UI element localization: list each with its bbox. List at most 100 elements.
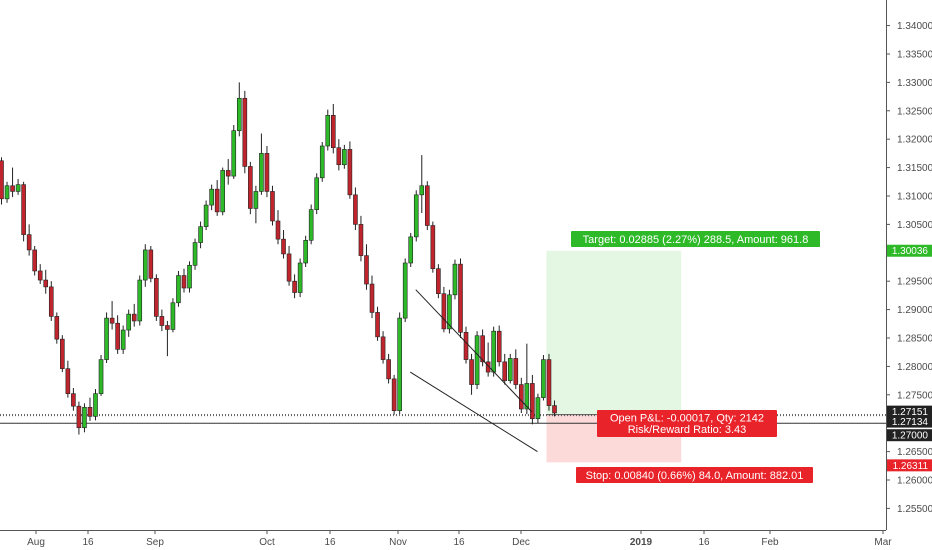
x-tick-label: 16 <box>453 537 465 548</box>
x-tick-label: Feb <box>761 537 779 548</box>
x-tick-label: Oct <box>259 537 275 548</box>
candle-body-down <box>348 149 352 194</box>
candle <box>149 246 153 282</box>
target-label: Target: 0.02885 (2.27%) 288.5, Amount: 9… <box>583 234 809 246</box>
y-tick-label: 1.32500 <box>897 106 932 117</box>
candle-body-down <box>470 360 474 385</box>
y-tick-label: 1.33500 <box>897 49 932 60</box>
y-tick-label: 1.31000 <box>897 191 932 202</box>
candle <box>154 274 158 321</box>
candle-body-down <box>337 148 341 165</box>
price-tag-label: 1.30036 <box>892 246 929 257</box>
candle-body-up <box>309 210 313 241</box>
candle <box>409 233 413 267</box>
candle <box>204 201 208 231</box>
candle-body-up <box>199 227 203 243</box>
candle-body-down <box>514 358 518 384</box>
candle <box>55 312 59 343</box>
candle-body-up <box>176 276 180 303</box>
candle-body-down <box>132 314 136 321</box>
candle-body-up <box>94 394 98 417</box>
candle-body-down <box>442 294 446 329</box>
candle-body-down <box>165 325 169 329</box>
y-tick-label: 1.33000 <box>897 78 932 89</box>
candle-body-up <box>237 98 241 130</box>
candle-body-down <box>387 360 391 379</box>
candle-body-down <box>243 98 247 166</box>
price-tag-label: 1.27000 <box>892 431 929 442</box>
candle <box>22 182 26 242</box>
candle <box>121 325 125 353</box>
candle-body-down <box>116 323 120 349</box>
y-tick-label: 1.26000 <box>897 476 932 487</box>
x-tick-label: Mar <box>874 537 892 548</box>
candle-body-down <box>55 316 59 339</box>
candle-body-down <box>44 280 48 287</box>
candle-body-down <box>265 153 269 191</box>
price-tag: 1.30036 <box>887 245 932 258</box>
candle-body-down <box>464 332 468 359</box>
candle-body-down <box>425 186 429 226</box>
y-tick-label: 1.29500 <box>897 277 932 288</box>
x-tick-label: Dec <box>512 537 530 548</box>
candle-body-down <box>182 276 186 288</box>
candle-body-down <box>553 406 557 413</box>
candle <box>82 403 86 432</box>
candle <box>497 325 501 366</box>
candle-body-down <box>71 394 75 406</box>
candle <box>138 276 142 326</box>
candle <box>431 222 435 273</box>
candle-body-up <box>409 237 413 263</box>
candle <box>304 236 308 267</box>
candle-body-up <box>259 153 263 191</box>
time-axis-background <box>0 530 886 550</box>
candle-body-down <box>530 383 534 418</box>
candle <box>188 261 192 292</box>
y-tick-label: 1.25500 <box>897 504 932 515</box>
candle <box>475 331 479 389</box>
candle <box>309 205 313 245</box>
candle-body-down <box>276 221 280 239</box>
candle <box>221 168 225 216</box>
candle-body-down <box>248 166 252 208</box>
candle-body-up <box>221 170 225 211</box>
candle-body-down <box>110 318 114 323</box>
candle <box>492 327 496 377</box>
candle-body-up <box>420 186 424 195</box>
candle <box>403 258 407 322</box>
candle <box>60 335 64 372</box>
candle <box>326 110 330 151</box>
candle-body-up <box>453 264 457 295</box>
candle-body-up <box>403 263 407 318</box>
candle <box>348 141 352 198</box>
candle-body-down <box>381 337 385 360</box>
candle-body-up <box>326 115 330 146</box>
candle-body-up <box>210 189 214 205</box>
candle-body-down <box>547 360 551 406</box>
candle-body-up <box>121 330 125 349</box>
candle-body-up <box>414 195 418 237</box>
y-tick-label: 1.28000 <box>897 362 932 373</box>
candle-body-down <box>49 287 53 317</box>
candle-body-up <box>105 318 109 359</box>
y-tick-label: 1.29000 <box>897 305 932 316</box>
candle-body-down <box>226 170 230 176</box>
candle-body-up <box>315 178 319 210</box>
candle <box>171 298 175 332</box>
candle <box>458 258 462 338</box>
candle-body-down <box>519 385 523 409</box>
candle-body-down <box>370 284 374 312</box>
candle-body-up <box>342 149 346 164</box>
candle <box>248 162 252 214</box>
candle <box>453 260 457 300</box>
candle-body-up <box>99 360 103 394</box>
candle-body-down <box>458 264 462 332</box>
candle-body-up <box>320 146 324 178</box>
price-tag-label: 1.27134 <box>892 417 929 428</box>
candle-body-down <box>160 316 164 325</box>
candle-body-down <box>22 185 26 235</box>
candle-body-down <box>376 312 380 336</box>
candle <box>442 287 446 332</box>
candle-body-up <box>232 131 236 176</box>
